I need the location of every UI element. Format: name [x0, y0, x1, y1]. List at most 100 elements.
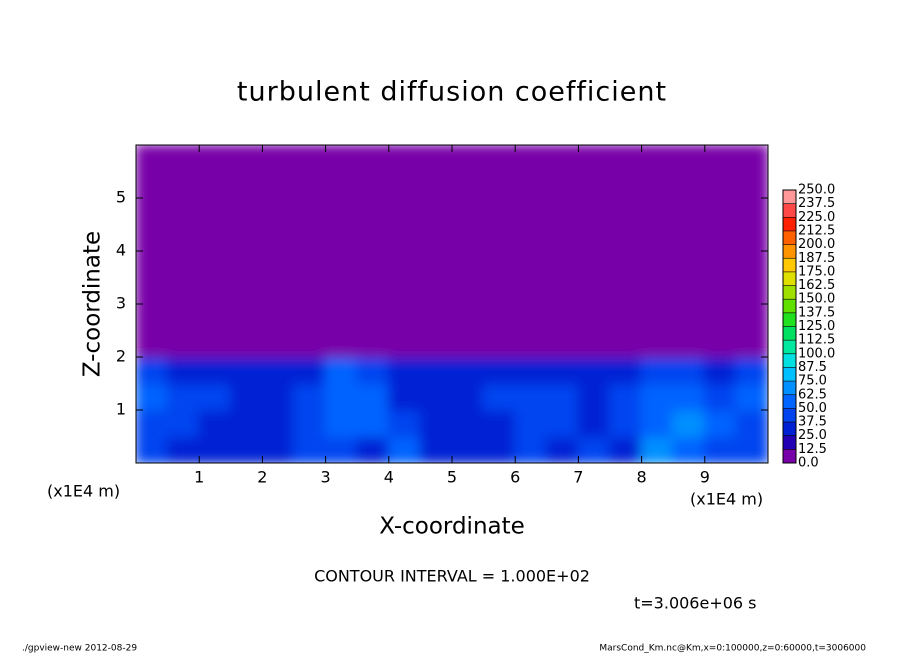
cell: [166, 356, 201, 385]
cell: [356, 170, 390, 199]
colorbar-label: 112.5: [798, 333, 835, 348]
cell: [387, 197, 422, 226]
cell: [640, 197, 675, 226]
colorbar-bin: [783, 244, 796, 259]
cell: [356, 356, 390, 385]
field: [136, 145, 768, 463]
colorbar-bin: [783, 203, 796, 218]
cell: [293, 409, 327, 438]
cell: [261, 409, 295, 438]
cell: [261, 329, 295, 358]
colorbar-label: 200.0: [798, 237, 835, 252]
cell: [229, 250, 264, 279]
colorbar-bin: [783, 435, 796, 450]
cell: [198, 170, 232, 199]
colorbar-bin: [783, 190, 796, 204]
cell: [545, 435, 580, 463]
cell: [703, 409, 738, 438]
colorbar-bin: [783, 312, 796, 327]
colorbar-label: 62.5: [798, 387, 827, 402]
cell: [672, 197, 706, 226]
cell: [672, 435, 706, 463]
cell: [735, 329, 768, 358]
cell: [356, 250, 390, 279]
cell: [514, 145, 548, 173]
cell: [261, 170, 295, 199]
cell: [387, 329, 422, 358]
cell: [609, 197, 643, 226]
cell: [703, 250, 738, 279]
cell: [451, 197, 485, 226]
cell: [703, 435, 738, 463]
cell: [229, 170, 264, 199]
cell: [482, 250, 517, 279]
cell: [229, 303, 264, 332]
cell: [640, 435, 675, 463]
cell: [672, 223, 706, 252]
cell: [229, 382, 264, 411]
cell: [293, 382, 327, 411]
cell: [419, 276, 453, 305]
cell: [229, 197, 264, 226]
colorbar-bin: [783, 422, 796, 436]
cell: [577, 145, 611, 173]
cell: [229, 276, 264, 305]
cell: [387, 356, 422, 385]
cell: [387, 223, 422, 252]
cell: [577, 382, 611, 411]
x-tick-label: 7: [573, 468, 583, 487]
cell: [640, 329, 675, 358]
cell: [703, 356, 738, 385]
colorbar-bin: [783, 217, 796, 231]
cell: [609, 303, 643, 332]
cell: [166, 409, 201, 438]
cell: [198, 303, 232, 332]
colorbar-bin: [783, 449, 796, 463]
cell: [577, 329, 611, 358]
cell: [293, 223, 327, 252]
cell: [577, 170, 611, 199]
cell: [609, 409, 643, 438]
cell: [198, 356, 232, 385]
cell: [672, 382, 706, 411]
time-label: t=3.006e+06 s: [634, 594, 757, 613]
cell: [356, 276, 390, 305]
cell: [545, 223, 580, 252]
cell: [324, 356, 359, 385]
y-unit: (x1E4 m): [47, 482, 120, 501]
y-tick-label: 1: [116, 400, 126, 419]
cell: [166, 435, 201, 463]
cell: [640, 276, 675, 305]
cell: [356, 435, 390, 463]
cell: [229, 435, 264, 463]
cell: [703, 170, 738, 199]
cell: [609, 329, 643, 358]
cell: [229, 329, 264, 358]
x-tick-label: 5: [447, 468, 457, 487]
cell: [356, 145, 390, 173]
cell: [229, 223, 264, 252]
colorbar-label: 37.5: [798, 415, 827, 430]
cell: [640, 303, 675, 332]
cell: [198, 409, 232, 438]
cell: [324, 409, 359, 438]
colorbar-label: 137.5: [798, 305, 835, 320]
cell: [324, 435, 359, 463]
cell: [293, 303, 327, 332]
cell: [136, 382, 169, 411]
cell: [672, 329, 706, 358]
cell: [545, 409, 580, 438]
cell: [166, 170, 201, 199]
cell: [356, 329, 390, 358]
cell: [419, 329, 453, 358]
cell: [324, 223, 359, 252]
colorbar-bin: [783, 381, 796, 395]
cell: [166, 223, 201, 252]
cell: [229, 409, 264, 438]
colorbar-label: 237.5: [798, 196, 835, 211]
cell: [324, 170, 359, 199]
colorbar-label: 150.0: [798, 292, 835, 307]
colorbar-bin: [783, 258, 796, 272]
cell: [451, 276, 485, 305]
cell: [672, 409, 706, 438]
